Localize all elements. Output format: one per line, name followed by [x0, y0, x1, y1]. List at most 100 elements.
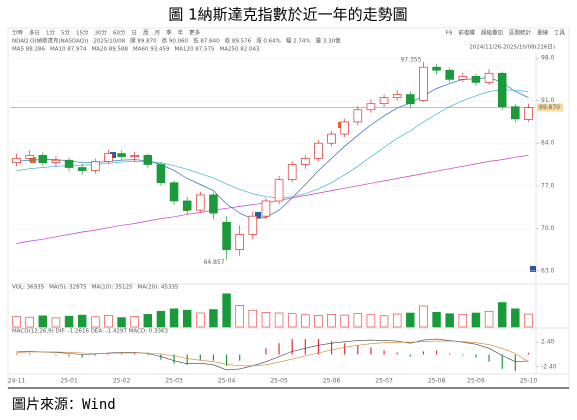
volume-bar — [91, 316, 100, 328]
macd-legend: MACD(12,26,9) DIF: -1.2616 DEA: -1.4297 … — [12, 329, 168, 335]
volume-bar — [366, 314, 376, 328]
toolbar-item: 分時 — [12, 29, 24, 37]
volume-bar — [511, 308, 520, 328]
candle-body — [366, 103, 376, 111]
x-tick-label: 25-08 — [428, 378, 446, 385]
candle-body — [51, 159, 61, 164]
ma-legend: MA60 93.459 — [133, 47, 170, 53]
candle-body — [196, 194, 205, 211]
candle-body — [130, 155, 139, 157]
x-tick-label: 25-07 — [375, 378, 393, 385]
volume-bar — [222, 293, 231, 328]
volume-legend: VOL: 36935 — [12, 285, 45, 291]
volume-bar — [406, 312, 415, 328]
toolbar-item: 超級疊加 — [481, 29, 503, 37]
x-tick-label: 25-01 — [60, 378, 78, 385]
candle-body — [261, 200, 271, 217]
volume-bar — [471, 312, 481, 328]
volume-bar — [117, 317, 126, 328]
ma-legend: MA120 87.575 — [175, 47, 215, 53]
last-price-tag — [537, 103, 563, 112]
candle-body — [25, 155, 34, 159]
toolbar-item: 多日 — [29, 29, 40, 37]
candle-body — [314, 142, 323, 159]
candle-body — [497, 72, 507, 108]
y-tick-label: 84.0 — [541, 140, 555, 147]
candle-body — [287, 164, 297, 181]
volume-bar — [379, 315, 389, 328]
info-item: 開 89.870 — [130, 38, 157, 45]
toolbar-item: 日 — [132, 30, 138, 37]
ma-legend: MA20 89.588 — [92, 47, 129, 53]
candle-body — [64, 159, 74, 168]
info-item: 低 87.640 — [193, 37, 220, 45]
candle-body — [458, 75, 468, 80]
volume-bar — [340, 314, 349, 328]
candle-body — [235, 234, 244, 250]
volume-bar — [130, 316, 139, 328]
volume-bar — [261, 311, 271, 328]
volume-bar — [143, 314, 153, 328]
figure-title: 圖 1納斯達克指數於近一年的走勢圖 — [168, 6, 407, 24]
volume-bar — [353, 313, 363, 328]
volume-bar — [169, 308, 179, 328]
candle-body — [432, 66, 441, 71]
volume-bar — [209, 309, 218, 328]
source-note: 圖片來源：Wind — [12, 397, 116, 413]
signal-icon — [255, 212, 261, 218]
info-item: 量 3.30億 — [316, 37, 341, 45]
volume-bar — [445, 313, 454, 328]
candle-body — [182, 200, 192, 211]
info-item: 幅 2.74% — [286, 37, 311, 45]
candle-body — [484, 72, 494, 83]
volume-bar — [287, 313, 297, 328]
x-tick-label: 25-10 — [520, 378, 538, 385]
x-tick-label: 25-04 — [218, 378, 236, 385]
y-tick-label: -2.40 — [541, 363, 557, 370]
high-annotation: 97.355 — [400, 57, 421, 64]
volume-bar — [327, 314, 336, 328]
volume-bar — [274, 312, 284, 328]
volume-bar — [64, 315, 74, 328]
candle-body — [511, 106, 520, 120]
candle-body — [471, 75, 481, 83]
volume-bar — [314, 315, 323, 328]
volume-bar — [524, 313, 533, 328]
toolbar-item: 60分 — [113, 29, 126, 37]
volume-bar — [497, 302, 507, 328]
info-item: 2025/10/08 — [93, 39, 125, 45]
volume-bar — [182, 309, 192, 328]
ma-legend: MA10 87.974 — [50, 47, 87, 53]
candle-body — [143, 155, 153, 165]
candle-body — [340, 121, 349, 135]
info-item: NDAQ.O(納斯達克(NASDAQ)) — [12, 37, 88, 45]
info-item: 漲 0.64% — [256, 37, 281, 45]
low-annotation: 64.857 — [204, 259, 225, 266]
candle-body — [392, 94, 402, 98]
y-tick-label: 70.0 — [541, 225, 555, 232]
volume-legend: MA(10): 35125 — [92, 285, 133, 291]
x-tick-label: 25-09 — [467, 378, 485, 385]
candle-body — [524, 107, 533, 120]
x-tick-label: 25-05 — [270, 378, 288, 385]
candle-body — [248, 215, 258, 235]
candle-body — [12, 158, 21, 164]
x-tick-label: 25-02 — [113, 378, 131, 385]
candle-body — [419, 66, 428, 101]
candle-body — [379, 97, 389, 105]
volume-bar — [25, 316, 34, 328]
y-tick-label: 91.0 — [541, 97, 555, 104]
toolbar-item: F9 — [446, 31, 453, 37]
x-tick-label: 25-06 — [323, 378, 341, 385]
volume-bar — [77, 314, 87, 328]
candle-body — [156, 164, 166, 184]
ma-line — [16, 89, 529, 199]
toolbar-item: 年 — [178, 29, 184, 37]
toolbar-item: 更多 — [189, 29, 201, 37]
ma-line — [16, 77, 529, 220]
candle-body — [445, 69, 454, 80]
toolbar-item: 1分 — [46, 29, 55, 37]
info-item: 收 89.576 — [225, 37, 252, 45]
volume-bar — [419, 305, 428, 328]
toolbar-item: 5分 — [61, 29, 70, 37]
